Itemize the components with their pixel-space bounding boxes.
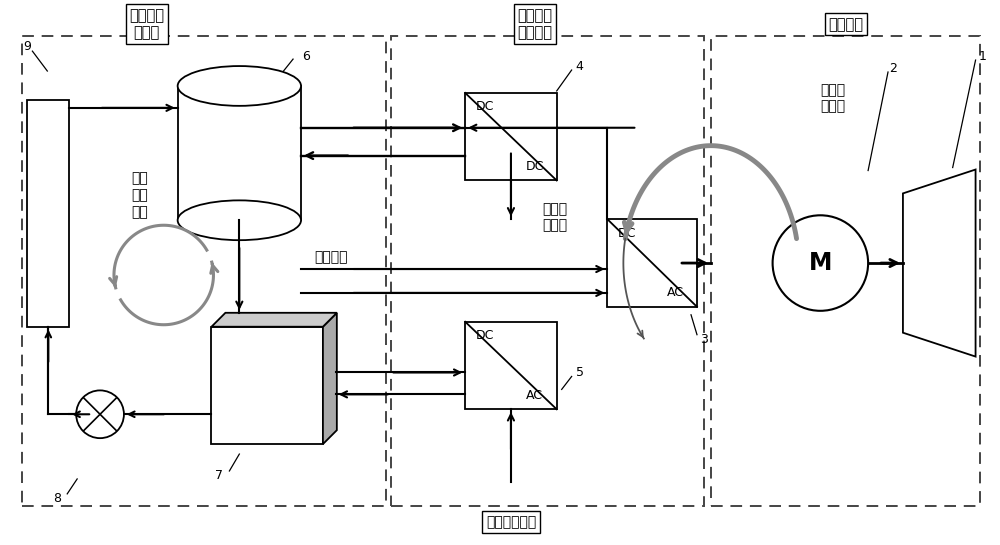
Bar: [27, 100, 69, 326]
Bar: [22, 36, 386, 506]
Text: AC: AC: [526, 389, 543, 402]
Text: AC: AC: [667, 286, 684, 299]
Text: 储能和供
电模块: 储能和供 电模块: [129, 8, 164, 40]
Text: 9: 9: [23, 40, 31, 53]
Circle shape: [76, 390, 124, 438]
Text: 5: 5: [576, 366, 584, 379]
Bar: [391, 36, 704, 506]
Text: 外部电源输入: 外部电源输入: [486, 514, 536, 529]
Text: DC: DC: [476, 100, 494, 113]
Text: 加速提
供电能: 加速提 供电能: [542, 202, 567, 232]
Polygon shape: [903, 169, 976, 356]
Bar: [211, 326, 323, 444]
Text: 8: 8: [53, 492, 61, 505]
Text: 7: 7: [215, 469, 223, 482]
Bar: [607, 219, 697, 307]
Polygon shape: [323, 313, 337, 444]
Text: DC: DC: [476, 329, 494, 342]
Text: 纳米
流体
换热: 纳米 流体 换热: [131, 171, 148, 220]
Circle shape: [773, 215, 868, 311]
Text: 集成电源
分配模块: 集成电源 分配模块: [517, 8, 552, 40]
Text: DC: DC: [526, 160, 544, 173]
Text: 6: 6: [302, 50, 310, 63]
Bar: [465, 93, 557, 180]
Text: M: M: [809, 251, 832, 275]
Polygon shape: [211, 313, 337, 326]
Text: 电机模块: 电机模块: [829, 17, 864, 32]
Text: 3: 3: [700, 333, 708, 346]
Ellipse shape: [178, 66, 301, 106]
Bar: [465, 322, 557, 409]
Text: 2: 2: [889, 62, 897, 75]
Text: 减速动
能回收: 减速动 能回收: [821, 83, 846, 113]
Bar: [711, 36, 980, 506]
Text: DC: DC: [618, 227, 637, 240]
Text: 4: 4: [576, 59, 584, 72]
Text: 直流供电: 直流供电: [314, 250, 348, 264]
Ellipse shape: [178, 201, 301, 240]
Text: 1: 1: [979, 50, 986, 63]
